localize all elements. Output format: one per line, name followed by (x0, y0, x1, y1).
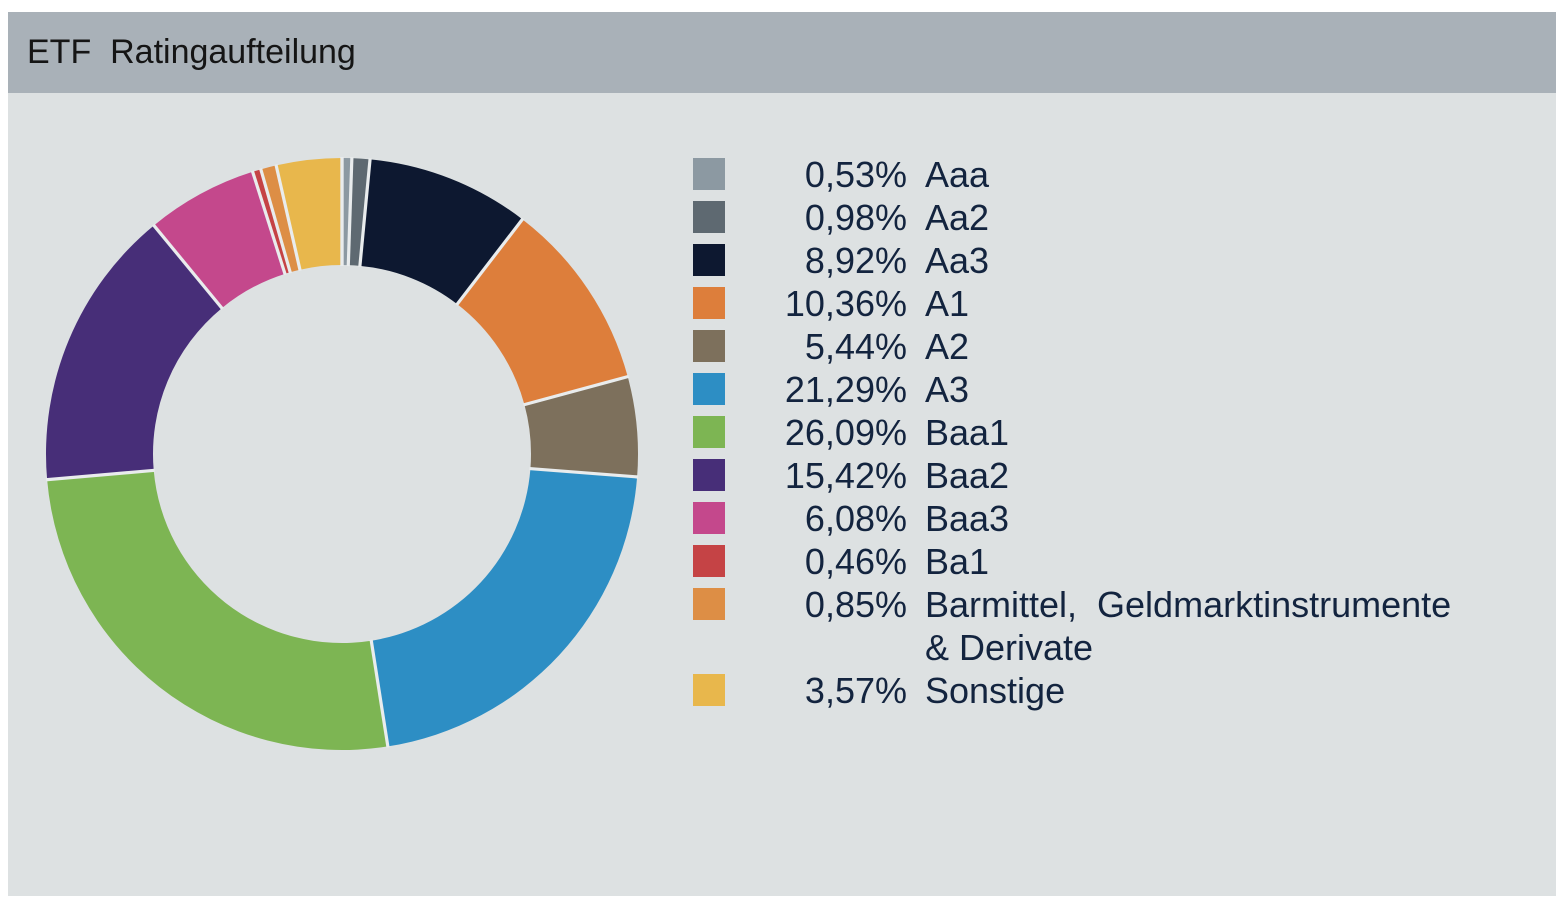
legend-item: 0,53% Aaa (693, 153, 1473, 196)
legend-swatch (693, 373, 725, 405)
legend-swatch (693, 201, 725, 233)
donut-slice (252, 169, 291, 274)
legend-label: Aaa (925, 154, 990, 195)
legend-item: 10,36% A1 (693, 282, 1473, 325)
legend-percent: 0,85% (804, 584, 907, 625)
legend-label: Baa2 (925, 455, 1010, 496)
legend-percent: 15,42% (784, 455, 907, 496)
slice-separator (358, 158, 372, 267)
legend-percent: 0,46% (804, 541, 907, 582)
slice-separator (346, 157, 354, 267)
donut-slice (276, 158, 342, 270)
legend-swatch (693, 502, 725, 534)
donut-slice (47, 470, 388, 751)
donut-slice (524, 376, 639, 477)
legend-label: Aa2 (925, 197, 990, 238)
legend-item: 5,44% A2 (693, 325, 1473, 368)
donut-slice (348, 158, 371, 266)
donut-chart (45, 157, 639, 751)
legend-percent: 3,57% (804, 670, 907, 711)
legend-label: Baa1 (925, 412, 1010, 453)
legend-label: Baa3 (925, 498, 1010, 539)
legend-item: 0,98% Aa2 (693, 196, 1473, 239)
slice-separator (259, 167, 292, 274)
widget-header: ETF Ratingaufteilung (8, 12, 1556, 93)
slice-separator (529, 466, 639, 479)
legend-percent: 0,53% (804, 154, 907, 195)
legend-swatch (693, 416, 725, 448)
legend-percent: 6,08% (804, 498, 907, 539)
legend-percent: 21,29% (784, 369, 907, 410)
slice-separator (455, 217, 525, 306)
donut-slice (371, 468, 638, 747)
legend-swatch (693, 287, 725, 319)
legend-item: 8,92% Aa3 (693, 239, 1473, 282)
legend-label: A1 (925, 283, 970, 324)
donut-slice (153, 171, 285, 309)
legend-item: 26,09% Baa1 (693, 411, 1473, 454)
legend-swatch (693, 459, 725, 491)
legend-label: A2 (925, 326, 970, 367)
legend-swatch (693, 158, 725, 190)
donut-slice (260, 165, 300, 273)
slice-separator (250, 170, 287, 276)
legend-percent: 8,92% (804, 240, 907, 281)
legend-percent: 26,09% (784, 412, 907, 453)
donut-slice (457, 219, 628, 405)
rating-legend: 0,53% Aaa 0,98% Aa2 8,92% Aa3 10,36% A1 … (693, 153, 1473, 712)
legend-item: 15,42% Baa2 (693, 454, 1473, 497)
slice-separator (274, 164, 302, 272)
legend-label: Barmittel, Geldmarktinstrumente & Deriva… (925, 584, 1462, 668)
legend-label: Sonstige (925, 670, 1066, 711)
widget-title: ETF Ratingaufteilung (27, 33, 356, 71)
legend-label: Ba1 (925, 541, 990, 582)
slice-separator (45, 468, 155, 482)
legend-percent: 5,44% (804, 326, 907, 367)
legend-item: 21,29% A3 (693, 368, 1473, 411)
slice-separator (369, 639, 390, 748)
donut-slice (359, 159, 523, 305)
legend-item: 3,57% Sonstige (693, 669, 1473, 712)
legend-item: 0,85% Barmittel, Geldmarktinstrumente & … (693, 583, 1473, 669)
legend-label: Aa3 (925, 240, 990, 281)
slice-separator (523, 374, 630, 407)
legend-percent: 0,98% (804, 197, 907, 238)
legend-item: 0,46% Ba1 (693, 540, 1473, 583)
legend-swatch (693, 545, 725, 577)
donut-slice (46, 225, 222, 480)
legend-swatch (693, 674, 725, 706)
legend-swatch (693, 330, 725, 362)
slice-separator (152, 223, 224, 310)
legend-item: 6,08% Baa3 (693, 497, 1473, 540)
legend-swatch (693, 588, 725, 620)
legend-swatch (693, 244, 725, 276)
legend-percent: 10,36% (784, 283, 907, 324)
legend-label: A3 (925, 369, 970, 410)
chart-panel: 0,53% Aaa 0,98% Aa2 8,92% Aa3 10,36% A1 … (8, 93, 1556, 896)
